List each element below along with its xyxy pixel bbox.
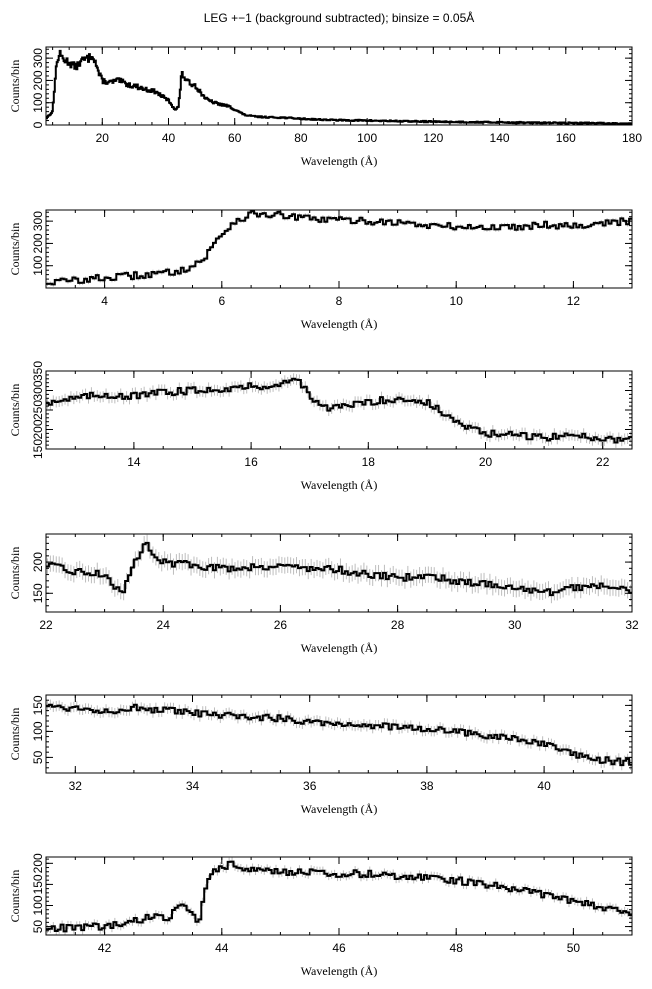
x-tick-label: 34 — [186, 779, 200, 793]
y-axis-label: Counts/bin — [8, 870, 22, 923]
spectrum-line-4 — [46, 541, 632, 597]
y-tick-label: 200 — [31, 419, 45, 439]
x-tick-label: 4 — [101, 294, 108, 308]
x-tick-label: 22 — [39, 618, 53, 632]
x-tick-label: 6 — [218, 294, 225, 308]
x-tick-label: 48 — [450, 941, 464, 955]
x-tick-label: 40 — [537, 779, 551, 793]
y-tick-label: 350 — [31, 361, 45, 381]
y-tick-label: 300 — [31, 380, 45, 400]
y-tick-label: 150 — [31, 695, 45, 715]
x-tick-label: 44 — [215, 941, 229, 955]
x-tick-label: 80 — [294, 131, 308, 145]
chart-panel-5: 32 34 36 38 40 50 100 150 Wavelength (Å) Counts/b… — [8, 694, 633, 816]
x-tick-label: 26 — [274, 618, 288, 632]
x-tick-label: 120 — [423, 131, 443, 145]
y-axis-label: Counts/bin — [8, 223, 22, 276]
x-tick-label: 100 — [357, 131, 377, 145]
spectrum-line-2 — [46, 210, 632, 286]
y-tick-label: 100 — [31, 895, 45, 915]
x-tick-label: 20 — [479, 455, 493, 469]
x-tick-label: 28 — [391, 618, 405, 632]
y-axis-label: Counts/bin — [8, 60, 22, 113]
y-tick-label: 150 — [31, 874, 45, 894]
x-tick-label: 40 — [162, 131, 176, 145]
x-axis-label: Wavelength (Å) — [301, 641, 378, 655]
chart-panel-2: 4 6 8 10 12 100 200 300 Wavelength (Å) Counts/bin — [8, 209, 633, 331]
x-tick-label: 18 — [362, 455, 376, 469]
y-tick-label: 300 — [31, 211, 45, 231]
y-tick-label: 100 — [31, 255, 45, 275]
x-tick-label: 180 — [622, 131, 642, 145]
x-tick-label: 160 — [556, 131, 576, 145]
x-axis-label: Wavelength (Å) — [301, 478, 378, 492]
y-tick-label: 100 — [31, 721, 45, 741]
x-tick-label: 32 — [625, 618, 639, 632]
spectrum-line-1 — [46, 49, 632, 125]
x-tick-label: 140 — [490, 131, 510, 145]
y-tick-label: 200 — [31, 853, 45, 873]
y-tick-label: 200 — [31, 552, 45, 572]
x-tick-label: 32 — [69, 779, 83, 793]
x-tick-label: 30 — [508, 618, 522, 632]
x-tick-label: 12 — [567, 294, 581, 308]
x-axis-label: Wavelength (Å) — [301, 964, 378, 978]
spectrum-line-3 — [46, 377, 632, 444]
x-tick-label: 24 — [157, 618, 171, 632]
x-tick-label: 20 — [96, 131, 110, 145]
x-axis-label: Wavelength (Å) — [301, 317, 378, 331]
y-axis-label: Counts/bin — [8, 547, 22, 600]
y-tick-label: 250 — [31, 400, 45, 420]
x-tick-label: 36 — [303, 779, 317, 793]
panels: 20 40 60 80 100 120 140 160 180 0 100 200 300 Wavelen… — [8, 46, 642, 978]
spectrum-line-6 — [46, 860, 632, 933]
chart-panel-1: 20 40 60 80 100 120 140 160 180 0 100 200 300 Wavelen… — [8, 46, 642, 168]
plot-frame-4 — [45, 533, 633, 613]
y-tick-label: 150 — [31, 583, 45, 603]
spectrum-line-5 — [46, 703, 632, 767]
error-bars-5 — [46, 699, 632, 771]
x-tick-label: 60 — [228, 131, 242, 145]
x-tick-label: 22 — [596, 455, 610, 469]
x-tick-label: 38 — [420, 779, 434, 793]
x-tick-label: 42 — [98, 941, 112, 955]
x-tick-label: 8 — [336, 294, 343, 308]
figure-title: LEG +−1 (background subtracted); binsize… — [204, 10, 475, 25]
y-tick-label: 300 — [31, 48, 45, 68]
x-tick-label: 16 — [244, 455, 258, 469]
y-tick-label: 100 — [31, 92, 45, 112]
chart-panel-4: 22 24 26 28 30 32 150 200 Wavelength (Å) Counts/b… — [8, 533, 639, 655]
x-axis-label: Wavelength (Å) — [301, 154, 378, 168]
plot-frame-1 — [45, 46, 633, 126]
y-tick-label: 50 — [31, 750, 45, 764]
x-tick-label: 10 — [450, 294, 464, 308]
y-tick-label: 200 — [31, 70, 45, 90]
y-tick-label: 50 — [31, 920, 45, 934]
y-tick-label: 0 — [31, 121, 45, 128]
x-axis-label: Wavelength (Å) — [301, 802, 378, 816]
y-tick-label: 200 — [31, 233, 45, 253]
y-axis-label: Counts/bin — [8, 384, 22, 437]
x-tick-label: 50 — [567, 941, 581, 955]
y-axis-label: Counts/bin — [8, 708, 22, 761]
x-tick-label: 46 — [332, 941, 346, 955]
y-tick-label: 150 — [31, 439, 45, 459]
x-tick-label: 14 — [127, 455, 141, 469]
